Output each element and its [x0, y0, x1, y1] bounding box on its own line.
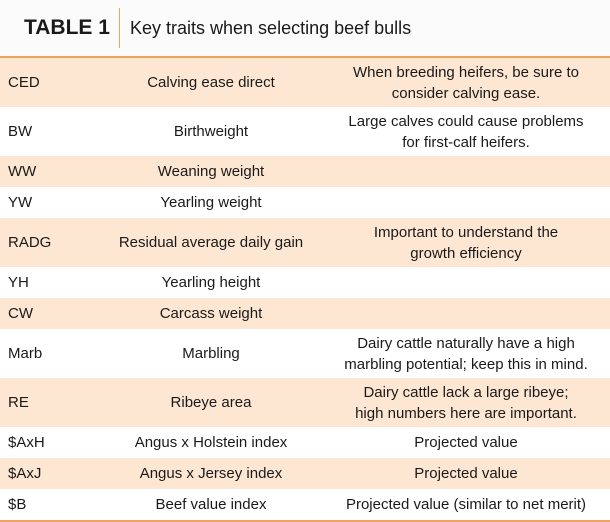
- trait-note: Projected value (similar to net merit): [322, 494, 610, 515]
- note-line: Projected value: [414, 465, 518, 482]
- note-line: marbling potential; keep this in mind.: [344, 355, 588, 373]
- trait-code: CED: [8, 74, 40, 91]
- trait-name: Birthweight: [173, 123, 249, 140]
- table-row: WW Weaning weight: [0, 156, 610, 187]
- trait-code: CW: [8, 305, 33, 322]
- note-line: Projected value (similar to net merit): [345, 496, 587, 513]
- trait-name: Residual average daily gain: [118, 234, 304, 251]
- trait-code: Marb: [8, 345, 43, 362]
- trait-code: $AxJ: [8, 465, 42, 482]
- table-header: TABLE 1 Key traits when selecting beef b…: [0, 0, 610, 58]
- trait-name: Ribeye area: [170, 394, 252, 411]
- table-row: RE Ribeye area Dairy cattle lack a large r…: [0, 378, 610, 427]
- trait-name: Angus x Jersey index: [139, 465, 283, 482]
- note-line: high numbers here are important.: [355, 404, 577, 422]
- table-row: CW Carcass weight: [0, 298, 610, 329]
- note-line: Dairy cattle naturally have a high: [357, 334, 575, 352]
- trait-code: BW: [8, 123, 33, 140]
- table-row: BW Birthweight Large calves could cause pr…: [0, 107, 610, 156]
- table-label: TABLE 1: [0, 8, 120, 48]
- trait-name: Calving ease direct: [147, 74, 275, 91]
- trait-note: Important to understand the growth effici…: [322, 222, 610, 264]
- trait-code: WW: [8, 163, 37, 180]
- table-row: Marb Marbling Dairy cattle naturally have …: [0, 329, 610, 378]
- trait-note: Dairy cattle lack a large ribeye; high nu…: [322, 382, 610, 424]
- trait-name: Weaning weight: [157, 163, 265, 180]
- table-row: $AxH Angus x Holstein index Projected valu…: [0, 427, 610, 458]
- trait-code: RE: [8, 394, 29, 411]
- note-line: When breeding heifers, be sure to: [353, 63, 579, 81]
- trait-code: $B: [8, 496, 27, 513]
- table-title: Key traits when selecting beef bulls: [130, 17, 412, 38]
- note-line: Important to understand the: [373, 223, 559, 241]
- trait-code: $AxH: [8, 434, 45, 451]
- trait-note: Dairy cattle naturally have a high marbli…: [322, 333, 610, 375]
- trait-name: Marbling: [182, 345, 240, 362]
- trait-name: Angus x Holstein index: [134, 434, 288, 451]
- note-line: Dairy cattle lack a large ribeye;: [363, 383, 569, 401]
- note-line: Large calves could cause problems: [348, 112, 584, 130]
- table-body: CED Calving ease direct When breeding heif…: [0, 58, 610, 520]
- table-row: YH Yearling height: [0, 267, 610, 298]
- table-row: $AxJ Angus x Jersey index Projected value: [0, 458, 610, 489]
- table-row: RADG Residual average daily gain Important…: [0, 218, 610, 267]
- trait-code: YH: [8, 274, 29, 291]
- bottom-rule: [0, 520, 610, 522]
- note-line: Projected value: [414, 434, 518, 451]
- trait-name: Yearling height: [161, 274, 261, 291]
- trait-note: When breeding heifers, be sure to conside…: [322, 62, 610, 104]
- table-row: YW Yearling weight: [0, 187, 610, 218]
- note-line: consider calving ease.: [391, 84, 541, 102]
- trait-note: Projected value: [322, 432, 610, 453]
- table-row: $B Beef value index Projected value (simil…: [0, 489, 610, 520]
- trait-code: YW: [8, 194, 33, 211]
- note-line: growth efficiency: [410, 244, 522, 262]
- trait-note: Projected value: [322, 463, 610, 484]
- trait-name: Beef value index: [155, 496, 267, 513]
- note-line: for first-calf heifers.: [402, 133, 530, 151]
- table-row: CED Calving ease direct When breeding heif…: [0, 58, 610, 107]
- trait-code: RADG: [8, 234, 52, 251]
- trait-note: Large calves could cause problems for fir…: [322, 111, 610, 153]
- trait-name: Carcass weight: [159, 305, 263, 322]
- trait-name: Yearling weight: [160, 194, 262, 211]
